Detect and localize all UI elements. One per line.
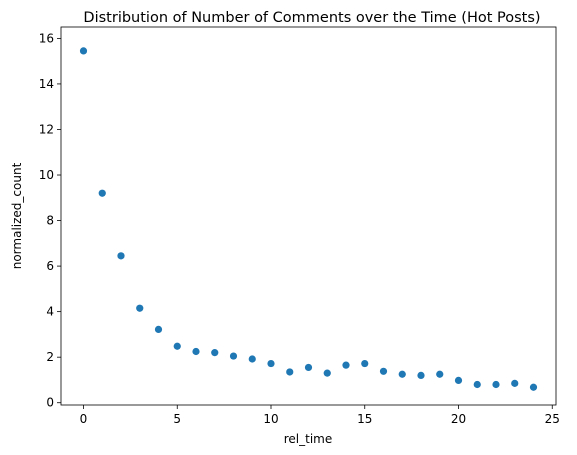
y-tick-label: 4 [46, 305, 54, 319]
x-tick-label: 5 [173, 412, 181, 426]
chart-title: Distribution of Number of Comments over … [83, 10, 540, 26]
data-point [79, 47, 88, 55]
x-tick-label: 20 [451, 412, 466, 426]
plot-frame [60, 26, 557, 406]
data-point [473, 380, 481, 389]
data-point [117, 252, 125, 260]
data-point [136, 304, 144, 312]
y-tick-label: 16 [39, 31, 54, 45]
data-point [154, 325, 163, 333]
data-point [304, 363, 313, 372]
y-tick-label: 2 [46, 350, 54, 364]
data-point [229, 352, 238, 360]
data-points [79, 47, 538, 391]
data-point [417, 371, 425, 379]
x-axis-label: rel_time [284, 432, 333, 446]
data-point [323, 369, 331, 377]
y-tick-label: 10 [39, 168, 54, 182]
y-tick-label: 6 [46, 259, 54, 273]
data-point [98, 189, 106, 197]
data-point [454, 376, 463, 385]
data-point [379, 367, 388, 375]
data-point [361, 359, 369, 368]
y-tick-label: 12 [39, 122, 54, 136]
data-point [492, 380, 500, 389]
data-point [436, 370, 444, 378]
y-tick-label: 14 [39, 77, 54, 91]
y-tick-label: 0 [46, 396, 54, 410]
data-point [286, 368, 294, 376]
data-point [267, 359, 275, 368]
data-point [211, 349, 219, 357]
x-axis: 0 5 10 15 20 25 [80, 405, 560, 426]
x-tick-label: 25 [545, 412, 560, 426]
data-point [248, 355, 256, 363]
data-point [173, 342, 181, 350]
data-point [342, 361, 350, 369]
x-tick-label: 0 [80, 412, 88, 426]
data-point [398, 370, 406, 378]
y-axis-label: normalized_count [10, 162, 24, 269]
y-tick-label: 8 [46, 214, 54, 228]
y-axis: 0 2 4 6 8 10 12 14 16 [39, 31, 61, 410]
x-tick-label: 15 [357, 412, 372, 426]
data-point [192, 347, 200, 356]
x-tick-label: 10 [263, 412, 278, 426]
data-point [511, 379, 519, 387]
data-point [529, 383, 538, 391]
